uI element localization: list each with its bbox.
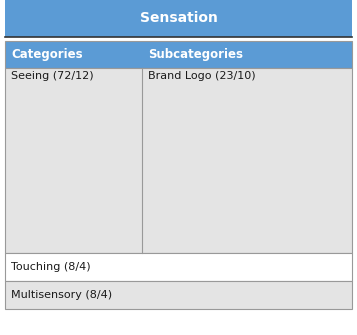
Text: Seeing (72/12): Seeing (72/12) (11, 71, 94, 81)
Bar (5, 253, 352, 281)
Text: Brand Logo (23/10): Brand Logo (23/10) (149, 71, 256, 81)
Bar (5, 41, 352, 68)
Text: Subcategories: Subcategories (149, 48, 243, 61)
Text: Categories: Categories (11, 48, 83, 61)
Text: Multisensory (8/4): Multisensory (8/4) (11, 290, 112, 300)
Bar (5, 281, 352, 309)
Bar (5, 68, 352, 253)
Text: Touching (8/4): Touching (8/4) (11, 262, 91, 272)
Bar (5, 0, 352, 37)
Text: Sensation: Sensation (140, 11, 217, 25)
